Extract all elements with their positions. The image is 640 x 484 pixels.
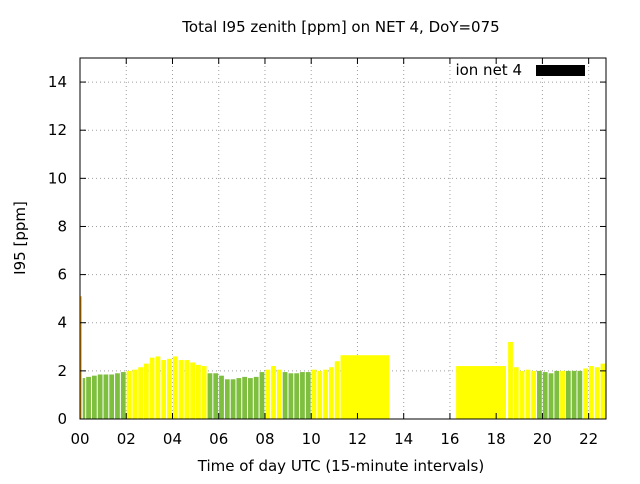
bar-37 bbox=[288, 373, 294, 419]
bar-7 bbox=[115, 373, 120, 419]
bar-59 bbox=[571, 370, 577, 419]
bar-30 bbox=[248, 378, 253, 419]
bar-45 bbox=[334, 361, 340, 419]
bar-0 bbox=[80, 296, 82, 419]
x-tick-label: 04 bbox=[163, 430, 182, 448]
bar-56 bbox=[554, 370, 560, 419]
x-tick-label: 18 bbox=[487, 430, 506, 448]
bar-44 bbox=[328, 367, 334, 419]
bar-29 bbox=[242, 376, 248, 419]
x-tick-label: 20 bbox=[533, 430, 552, 448]
bar-13 bbox=[149, 357, 155, 419]
legend: ion net 4 bbox=[455, 61, 585, 79]
bar-32 bbox=[259, 372, 265, 419]
y-tick-label: 6 bbox=[57, 266, 67, 284]
x-tick-label: 12 bbox=[348, 430, 367, 448]
plot-border bbox=[79, 57, 607, 420]
bar-15 bbox=[161, 360, 167, 419]
legend-label: ion net 4 bbox=[455, 61, 522, 79]
bar-41 bbox=[311, 369, 317, 419]
y-tick-label: 0 bbox=[57, 410, 67, 428]
bar-61 bbox=[583, 368, 589, 419]
y-tick-label: 14 bbox=[48, 73, 67, 91]
bar-27 bbox=[230, 379, 236, 419]
bar-63 bbox=[594, 367, 600, 419]
bar-17 bbox=[172, 356, 178, 419]
bar-40 bbox=[305, 372, 311, 419]
bar-2 bbox=[86, 376, 91, 419]
bar-43 bbox=[323, 369, 328, 419]
x-tick-label: 06 bbox=[209, 430, 228, 448]
bar-3 bbox=[91, 375, 97, 419]
bar-35 bbox=[276, 369, 282, 419]
bar-46 bbox=[340, 355, 390, 419]
legend-swatch bbox=[536, 65, 585, 76]
grid-layer bbox=[80, 58, 606, 419]
x-tick-label: 22 bbox=[579, 430, 598, 448]
bar-19 bbox=[184, 360, 190, 419]
bar-11 bbox=[138, 367, 143, 419]
x-tick-label: 02 bbox=[117, 430, 136, 448]
y-axis-label: I95 [ppm] bbox=[11, 201, 29, 275]
bar-26 bbox=[224, 379, 230, 419]
bar-50 bbox=[519, 370, 525, 419]
bar-1 bbox=[82, 378, 86, 419]
y-tick-label: 4 bbox=[57, 314, 67, 332]
bar-58 bbox=[565, 370, 571, 419]
bar-54 bbox=[542, 372, 548, 419]
bar-52 bbox=[531, 370, 537, 419]
bar-34 bbox=[271, 366, 276, 419]
bar-60 bbox=[577, 370, 583, 419]
bar-16 bbox=[167, 358, 172, 419]
x-tick-label: 00 bbox=[70, 430, 89, 448]
bar-55 bbox=[548, 373, 554, 419]
y-tick-label: 12 bbox=[48, 121, 67, 139]
bar-42 bbox=[317, 370, 323, 419]
bar-28 bbox=[236, 378, 242, 419]
x-tick-label: 16 bbox=[440, 430, 459, 448]
x-tick-label: 14 bbox=[394, 430, 413, 448]
bar-64 bbox=[600, 363, 606, 419]
bar-10 bbox=[132, 369, 138, 419]
y-tick-label: 8 bbox=[57, 217, 67, 235]
bar-14 bbox=[155, 356, 161, 419]
bar-57 bbox=[560, 370, 565, 419]
bar-47 bbox=[456, 366, 506, 419]
x-tick-label: 08 bbox=[255, 430, 274, 448]
chart-title: Total I95 zenith [ppm] on NET 4, DoY=075 bbox=[181, 18, 499, 36]
bar-25 bbox=[219, 375, 224, 419]
bar-39 bbox=[300, 372, 305, 419]
bar-9 bbox=[126, 370, 132, 419]
bar-49 bbox=[513, 367, 519, 419]
bar-22 bbox=[201, 366, 207, 419]
bar-38 bbox=[294, 373, 300, 419]
bar-24 bbox=[213, 373, 219, 419]
bar-31 bbox=[253, 376, 259, 419]
bars-layer bbox=[80, 296, 606, 419]
bar-62 bbox=[589, 366, 594, 419]
bar-21 bbox=[196, 364, 201, 419]
bar-4 bbox=[97, 374, 103, 419]
x-tick-label: 10 bbox=[302, 430, 321, 448]
y-tick-label: 2 bbox=[57, 362, 67, 380]
bar-33 bbox=[265, 369, 271, 419]
bar-8 bbox=[120, 372, 126, 419]
bar-23 bbox=[207, 373, 213, 419]
bar-51 bbox=[525, 369, 531, 419]
bar-5 bbox=[103, 374, 109, 419]
x-axis-label: Time of day UTC (15-minute intervals) bbox=[197, 457, 484, 475]
bar-6 bbox=[109, 374, 115, 419]
bar-36 bbox=[282, 372, 288, 419]
bar-18 bbox=[178, 360, 184, 419]
bar-53 bbox=[537, 370, 542, 419]
y-tick-label: 10 bbox=[48, 169, 67, 187]
bar-12 bbox=[143, 363, 149, 419]
bar-20 bbox=[190, 362, 196, 419]
bar-48 bbox=[508, 341, 513, 419]
